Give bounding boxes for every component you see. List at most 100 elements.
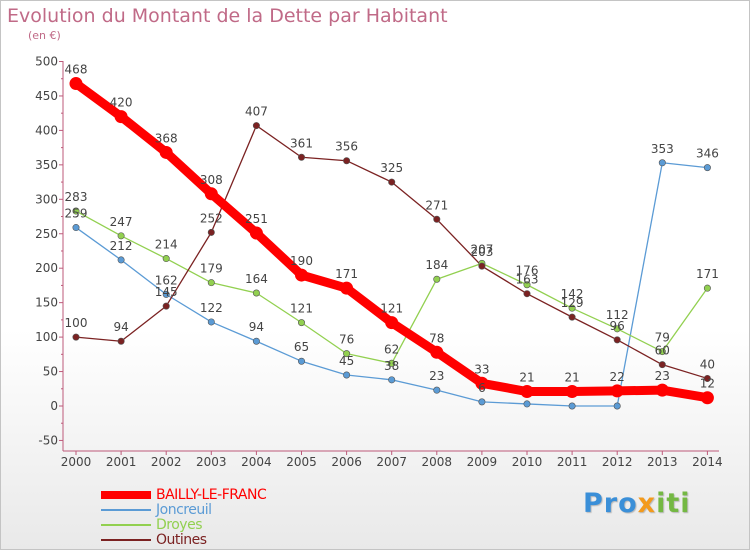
- legend-label-droyes: Droyes: [156, 517, 203, 533]
- data-point-droyes: [252, 289, 260, 297]
- x-tick-label: 2012: [602, 455, 633, 469]
- data-point-bailly-le-franc: [295, 268, 308, 282]
- data-label-outines: 252: [200, 211, 223, 225]
- data-label-bailly-le-franc: 190: [290, 254, 313, 268]
- data-point-joncreuil: [162, 290, 170, 298]
- x-tick-label: 2003: [196, 455, 227, 469]
- data-label-droyes: 164: [245, 272, 268, 286]
- data-label-outines: 60: [655, 344, 670, 358]
- data-label-droyes: 184: [425, 258, 448, 272]
- legend-swatch-joncreuil: [101, 509, 151, 511]
- data-label-bailly-le-franc: 171: [335, 267, 358, 281]
- data-point-bailly-le-franc: [159, 145, 173, 159]
- data-point-outines: [703, 374, 711, 382]
- data-label-outines: 145: [155, 285, 178, 299]
- data-point-bailly-le-franc: [340, 281, 354, 295]
- data-label-bailly-le-franc: 121: [380, 302, 403, 316]
- data-point-droyes: [207, 279, 215, 287]
- data-label-outines: 163: [516, 273, 539, 287]
- legend-label-outines: Outines: [156, 532, 207, 548]
- data-point-bailly-le-franc: [610, 384, 624, 398]
- data-label-joncreuil: 212: [110, 239, 133, 253]
- y-tick-label: 100: [35, 330, 58, 344]
- data-label-bailly-le-franc: 23: [655, 369, 670, 383]
- y-tick-label: 350: [35, 158, 58, 172]
- data-point-outines: [297, 153, 305, 161]
- legend-swatch-bailly-le-franc: [101, 491, 151, 499]
- x-tick-label: 2008: [422, 455, 453, 469]
- legend-swatch-droyes: [101, 524, 151, 526]
- data-label-droyes: 247: [110, 215, 133, 229]
- data-point-joncreuil: [117, 256, 125, 264]
- data-label-bailly-le-franc: 22: [610, 370, 625, 384]
- data-label-droyes: 171: [696, 267, 719, 281]
- data-label-droyes: 112: [606, 308, 629, 322]
- data-point-outines: [568, 313, 576, 321]
- data-point-joncreuil: [388, 376, 396, 384]
- data-point-outines: [433, 215, 441, 223]
- data-label-outines: 94: [113, 320, 128, 334]
- axes: -50 0 50 100 150 200 250 300 350 400 450 500 2000 200…: [35, 55, 723, 470]
- data-point-droyes: [613, 325, 621, 333]
- data-label-joncreuil: 162: [155, 273, 178, 287]
- legend-swatch-outines: [101, 539, 151, 541]
- data-point-droyes: [658, 348, 666, 356]
- data-label-outines: 325: [380, 161, 403, 175]
- data-point-joncreuil: [207, 318, 215, 326]
- data-label-joncreuil: 94: [249, 320, 264, 334]
- legend-label-bailly-le-franc: BAILLY-LE-FRANC: [156, 487, 267, 503]
- y-tick-label: 150: [35, 296, 58, 310]
- x-tick-label: 2007: [376, 455, 407, 469]
- data-point-droyes: [297, 319, 305, 327]
- x-tick-label: 2000: [61, 455, 92, 469]
- data-point-droyes: [343, 350, 351, 358]
- data-label-joncreuil: 122: [200, 301, 223, 315]
- x-tick-label: 2009: [467, 455, 498, 469]
- data-label-joncreuil: 6: [478, 381, 486, 395]
- data-label-joncreuil: 353: [651, 142, 674, 156]
- data-point-outines: [162, 302, 170, 310]
- data-label-joncreuil: 23: [429, 369, 444, 383]
- data-label-droyes: 62: [384, 342, 399, 356]
- data-point-droyes: [162, 255, 170, 263]
- x-tick-label: 2011: [557, 455, 588, 469]
- data-point-droyes: [523, 281, 531, 289]
- data-point-bailly-le-franc: [69, 77, 83, 91]
- data-label-outines: 407: [245, 105, 268, 119]
- chart-title: Evolution du Montant de la Dette par Hab…: [7, 5, 448, 27]
- data-point-joncreuil: [252, 337, 260, 345]
- data-label-droyes: 207: [470, 242, 493, 256]
- data-label-droyes: 76: [339, 333, 354, 347]
- data-point-outines: [478, 262, 486, 270]
- x-tick-label: 2005: [286, 455, 317, 469]
- data-point-outines: [117, 337, 125, 345]
- data-point-joncreuil: [433, 386, 441, 394]
- data-point-droyes: [388, 359, 396, 367]
- x-tick-label: 2004: [241, 455, 272, 469]
- data-point-joncreuil: [478, 398, 486, 406]
- series-points: [69, 77, 714, 410]
- y-tick-label: -50: [38, 433, 58, 447]
- data-point-bailly-le-franc: [385, 316, 399, 330]
- data-label-joncreuil: 65: [294, 340, 309, 354]
- legend-label-joncreuil: Joncreuil: [156, 502, 212, 518]
- x-tick-label: 2010: [512, 455, 543, 469]
- data-point-joncreuil: [523, 400, 531, 408]
- data-point-outines: [252, 122, 260, 130]
- data-label-joncreuil: 38: [384, 359, 399, 373]
- data-point-bailly-le-franc: [700, 391, 714, 405]
- data-point-bailly-le-franc: [655, 383, 669, 397]
- data-label-outines: 356: [335, 140, 358, 154]
- data-label-droyes: 214: [155, 238, 178, 252]
- data-label-droyes: 283: [65, 190, 88, 204]
- data-point-bailly-le-franc: [430, 345, 444, 359]
- data-point-droyes: [72, 207, 80, 215]
- data-label-droyes: 121: [290, 302, 313, 316]
- data-point-droyes: [433, 275, 441, 283]
- y-tick-label: 0: [50, 399, 58, 413]
- data-point-bailly-le-franc: [204, 187, 218, 201]
- data-point-droyes: [117, 232, 125, 240]
- data-label-outines: 271: [425, 198, 448, 212]
- data-point-outines: [658, 361, 666, 369]
